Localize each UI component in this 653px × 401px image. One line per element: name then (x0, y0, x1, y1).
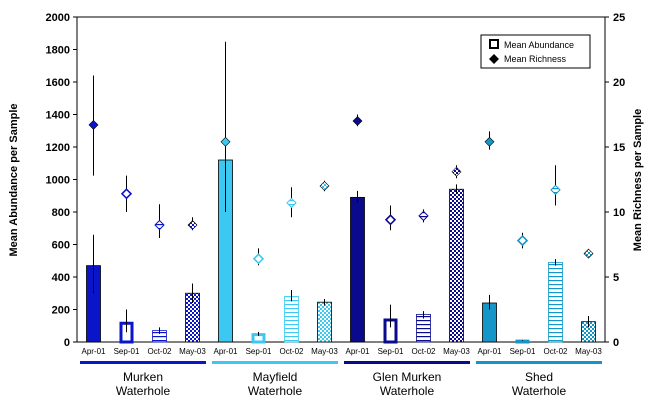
richness-layer (88, 41, 594, 266)
y-left-tick-label: 200 (52, 305, 70, 317)
group-label-line1: Mayfield (253, 370, 298, 384)
x-tick-label: Sep-01 (246, 347, 272, 356)
legend-abundance-swatch (489, 39, 499, 49)
y-left-label: Mean Abundance per Sample (8, 103, 20, 256)
legend: Mean Abundance Mean Richness (480, 34, 591, 69)
group-bar (80, 361, 206, 364)
abundance-bar (416, 313, 431, 343)
richness-marker (418, 210, 429, 222)
y-left-tick-label: 1000 (46, 175, 70, 187)
group-label-line1: Shed (525, 370, 553, 384)
bars-layer (86, 111, 596, 344)
x-tick-label: Apr-01 (345, 347, 370, 356)
y-right-tick-label: 5 (613, 272, 619, 284)
richness-marker (319, 181, 330, 191)
y-right-tick-label: 20 (613, 77, 625, 89)
richness-marker (451, 166, 462, 177)
richness-marker (88, 119, 99, 130)
richness-marker (484, 136, 495, 147)
richness-marker (583, 248, 594, 259)
y-right-tick-label: 25 (613, 12, 625, 24)
x-tick-label: Apr-01 (81, 347, 106, 356)
x-tick-label: Sep-01 (114, 347, 140, 356)
group-label-line2: Waterhole (116, 384, 171, 398)
axes: 0 200 400 600 800 1000 1200 1400 1600 1800 2000 0 5 1… (46, 12, 626, 349)
group-label-line2: Waterhole (380, 384, 435, 398)
richness-marker (550, 184, 561, 196)
group-label-line2: Waterhole (248, 384, 303, 398)
abundance-bar (317, 301, 332, 343)
y-right-tick-label: 15 (613, 142, 625, 154)
richness-marker (286, 197, 297, 209)
x-tick-label: Apr-01 (213, 347, 238, 356)
y-right-tick-label: 10 (613, 207, 625, 219)
x-tick-label: Oct-02 (279, 347, 304, 356)
x-tick-label: Oct-02 (411, 347, 436, 356)
x-tick-label: Sep-01 (510, 347, 536, 356)
x-tick-label: Sep-01 (378, 347, 404, 356)
x-labels-layer: Apr-01 Sep-01 Oct-02 May-03 Apr-01 Sep-01 Oct-… (81, 347, 602, 356)
group-bar (476, 361, 602, 364)
x-tick-label: Apr-01 (477, 347, 502, 356)
legend-richness-label: Mean Richness (504, 54, 567, 64)
legend-richness-swatch (489, 54, 499, 64)
group-label-line2: Waterhole (512, 384, 567, 398)
x-tick-label: May-03 (575, 347, 602, 356)
y-left-tick-label: 0 (64, 337, 70, 349)
y-left-tick-label: 2000 (46, 12, 70, 24)
richness-marker (352, 116, 363, 126)
group-bar (212, 361, 338, 364)
abundance-bar (515, 339, 530, 344)
richness-marker (187, 220, 198, 230)
y-left-tick-label: 800 (52, 207, 70, 219)
group-label-line1: Murken (123, 370, 163, 384)
y-left-tick-label: 1200 (46, 142, 70, 154)
x-tick-label: May-03 (179, 347, 206, 356)
y-right-label: Mean Richness per Sample (632, 109, 644, 251)
abundance-bar (449, 188, 464, 343)
richness-marker (154, 219, 165, 231)
y-left-tick-label: 1400 (46, 110, 70, 122)
x-tick-label: Oct-02 (147, 347, 172, 356)
abundance-bar (350, 196, 365, 343)
x-tick-label: May-03 (443, 347, 470, 356)
richness-marker (220, 136, 231, 147)
group-label-line1: Glen Murken (373, 370, 442, 384)
y-left-tick-label: 600 (52, 240, 70, 252)
x-tick-label: Oct-02 (543, 347, 568, 356)
abundance-bar (548, 261, 563, 343)
legend-abundance-label: Mean Abundance (504, 40, 574, 50)
x-tick-label: May-03 (311, 347, 338, 356)
group-bar (344, 361, 470, 364)
richness-marker (120, 188, 133, 200)
richness-marker (252, 253, 265, 265)
richness-marker (384, 214, 397, 226)
y-left-tick-label: 400 (52, 272, 70, 284)
y-right-tick-label: 0 (613, 337, 619, 349)
legend-box (480, 34, 591, 69)
y-left-tick-label: 1600 (46, 77, 70, 89)
abundance-bar (284, 296, 299, 343)
richness-marker (516, 234, 529, 247)
y-left-tick-label: 1800 (46, 45, 70, 57)
